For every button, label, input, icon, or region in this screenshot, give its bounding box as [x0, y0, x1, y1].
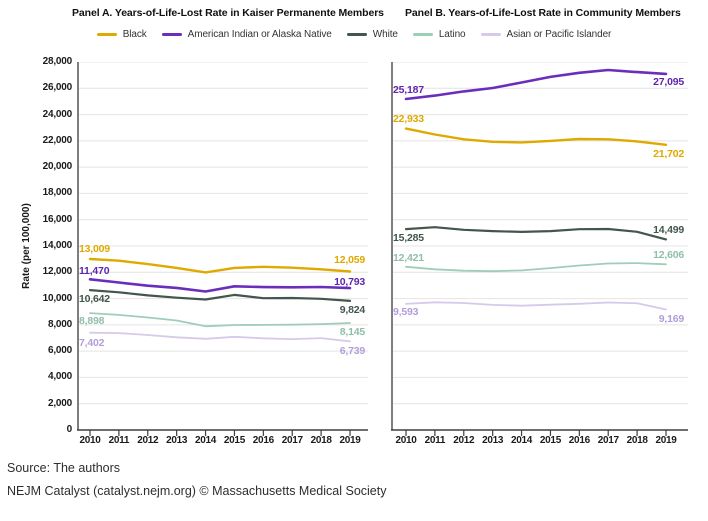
data-label-start-black: 13,009	[79, 243, 110, 256]
x-tick-label: 2012	[137, 435, 159, 446]
y-tick-label: 10,000	[42, 292, 73, 304]
panel-b-chart: 2010 2011 2012 2013 2014 2015 2016 2017 2018 2019…	[391, 62, 688, 454]
data-label-end-latino: 12,606	[653, 249, 684, 262]
y-tick-label: 8,000	[47, 318, 72, 330]
x-tick-label: 2010	[79, 435, 101, 446]
legend-line-swatch-icon	[480, 32, 501, 36]
data-label-end-asian-or-pacific-islander: 6,739	[339, 345, 365, 358]
y-tick-label: 4,000	[47, 371, 72, 383]
legend-item-asian-or-pacific-islander: Asian or Pacific Islander	[480, 28, 612, 40]
series-line-american-indian-or-alaska-native	[88, 278, 352, 293]
series-line-asian-or-pacific-islander	[89, 331, 351, 343]
chart-svg	[391, 62, 688, 436]
data-label-start-latino: 12,421	[393, 251, 424, 264]
y-tick-label: 18,000	[42, 187, 73, 199]
y-tick-label: 26,000	[42, 82, 73, 94]
data-label-end-american-indian-or-alaska-native: 27,095	[653, 75, 684, 88]
series-line-black	[88, 257, 352, 274]
x-tick-label: 2013	[166, 435, 188, 446]
series-line-white	[404, 226, 668, 241]
panel-a-chart: 2010 2011 2012 2013 2014 2015 2016 2017 2018 2019…	[77, 62, 368, 454]
x-tick-label: 2017	[597, 435, 619, 446]
panel-b-title: Panel B. Years-of-Life-Lost Rate in Comm…	[405, 7, 681, 19]
legend-line-swatch-icon	[96, 32, 117, 36]
legend-label: White	[372, 28, 398, 40]
y-tick-label: 0	[66, 424, 73, 435]
data-label-end-asian-or-pacific-islander: 9,169	[658, 313, 684, 326]
source-text: Source: The authors	[7, 461, 121, 475]
legend: Black American Indian or Alaska Native Whi…	[20, 26, 688, 42]
data-label-start-asian-or-pacific-islander: 9,593	[393, 305, 419, 318]
legend-label: Asian or Pacific Islander	[506, 28, 612, 40]
legend-item-black: Black	[96, 28, 147, 40]
chart-svg	[77, 62, 368, 436]
x-tick-label: 2019	[655, 435, 677, 446]
x-tick-label: 2018	[626, 435, 648, 446]
legend-item-american-indian-or-alaska-native: American Indian or Alaska Native	[161, 28, 332, 40]
x-tick-label: 2017	[281, 435, 303, 446]
x-tick-label: 2012	[453, 435, 475, 446]
legend-item-latino: Latino	[412, 28, 466, 40]
y-tick-label: 14,000	[42, 240, 73, 251]
data-label-start-latino: 8,898	[79, 315, 105, 328]
y-tick-label: 16,000	[42, 213, 73, 225]
legend-item-white: White	[346, 28, 398, 40]
data-label-end-black: 12,059	[334, 253, 365, 266]
data-label-end-american-indian-or-alaska-native: 10,793	[334, 276, 365, 289]
data-label-start-white: 15,285	[393, 232, 424, 245]
data-label-start-black: 22,933	[393, 112, 424, 125]
x-tick-label: 2014	[195, 435, 217, 446]
data-label-start-american-indian-or-alaska-native: 11,470	[79, 265, 110, 278]
y-tick-label: 20,000	[42, 161, 73, 173]
data-label-start-american-indian-or-alaska-native: 25,187	[393, 83, 424, 96]
x-tick-label: 2019	[339, 435, 361, 446]
x-tick-label: 2015	[223, 435, 245, 446]
data-label-end-white: 9,824	[339, 303, 365, 316]
legend-line-swatch-icon	[412, 32, 433, 36]
x-tick-label: 2011	[108, 435, 130, 446]
data-label-start-asian-or-pacific-islander: 7,402	[79, 336, 105, 349]
legend-label: Latino	[438, 28, 466, 40]
x-tick-label: 2011	[424, 435, 446, 446]
panel-a-title: Panel A. Years-of-Life-Lost Rate in Kais…	[72, 7, 384, 19]
x-tick-label: 2013	[482, 435, 504, 446]
x-tick-label: 2016	[252, 435, 274, 446]
copyright-text: NEJM Catalyst (catalyst.nejm.org) © Mass…	[7, 484, 387, 498]
x-tick-label: 2010	[395, 435, 417, 446]
legend-label: Black	[122, 28, 147, 40]
data-label-end-latino: 8,145	[339, 325, 365, 338]
x-tick-label: 2015	[539, 435, 561, 446]
series-line-black	[404, 127, 668, 147]
series-line-asian-or-pacific-islander	[405, 301, 667, 311]
y-tick-label: 24,000	[42, 108, 73, 120]
series-line-american-indian-or-alaska-native	[404, 68, 668, 101]
y-tick-label: 2,000	[47, 397, 72, 409]
y-tick-label: 12,000	[42, 266, 73, 278]
legend-line-swatch-icon	[161, 32, 182, 36]
data-label-start-white: 10,642	[79, 293, 110, 306]
series-line-latino	[89, 312, 351, 328]
series-line-latino	[405, 262, 667, 273]
y-tick-label: 22,000	[42, 134, 73, 146]
x-tick-label: 2016	[568, 435, 590, 446]
data-label-end-black: 21,702	[653, 147, 684, 160]
x-tick-label: 2014	[511, 435, 533, 446]
data-label-end-white: 14,499	[653, 224, 684, 237]
y-tick-label: 6,000	[47, 345, 72, 357]
series-line-white	[88, 289, 352, 302]
y-tick-label: 28,000	[42, 56, 73, 67]
legend-label: American Indian or Alaska Native	[187, 28, 332, 40]
legend-line-swatch-icon	[346, 32, 367, 36]
x-tick-label: 2018	[310, 435, 332, 446]
